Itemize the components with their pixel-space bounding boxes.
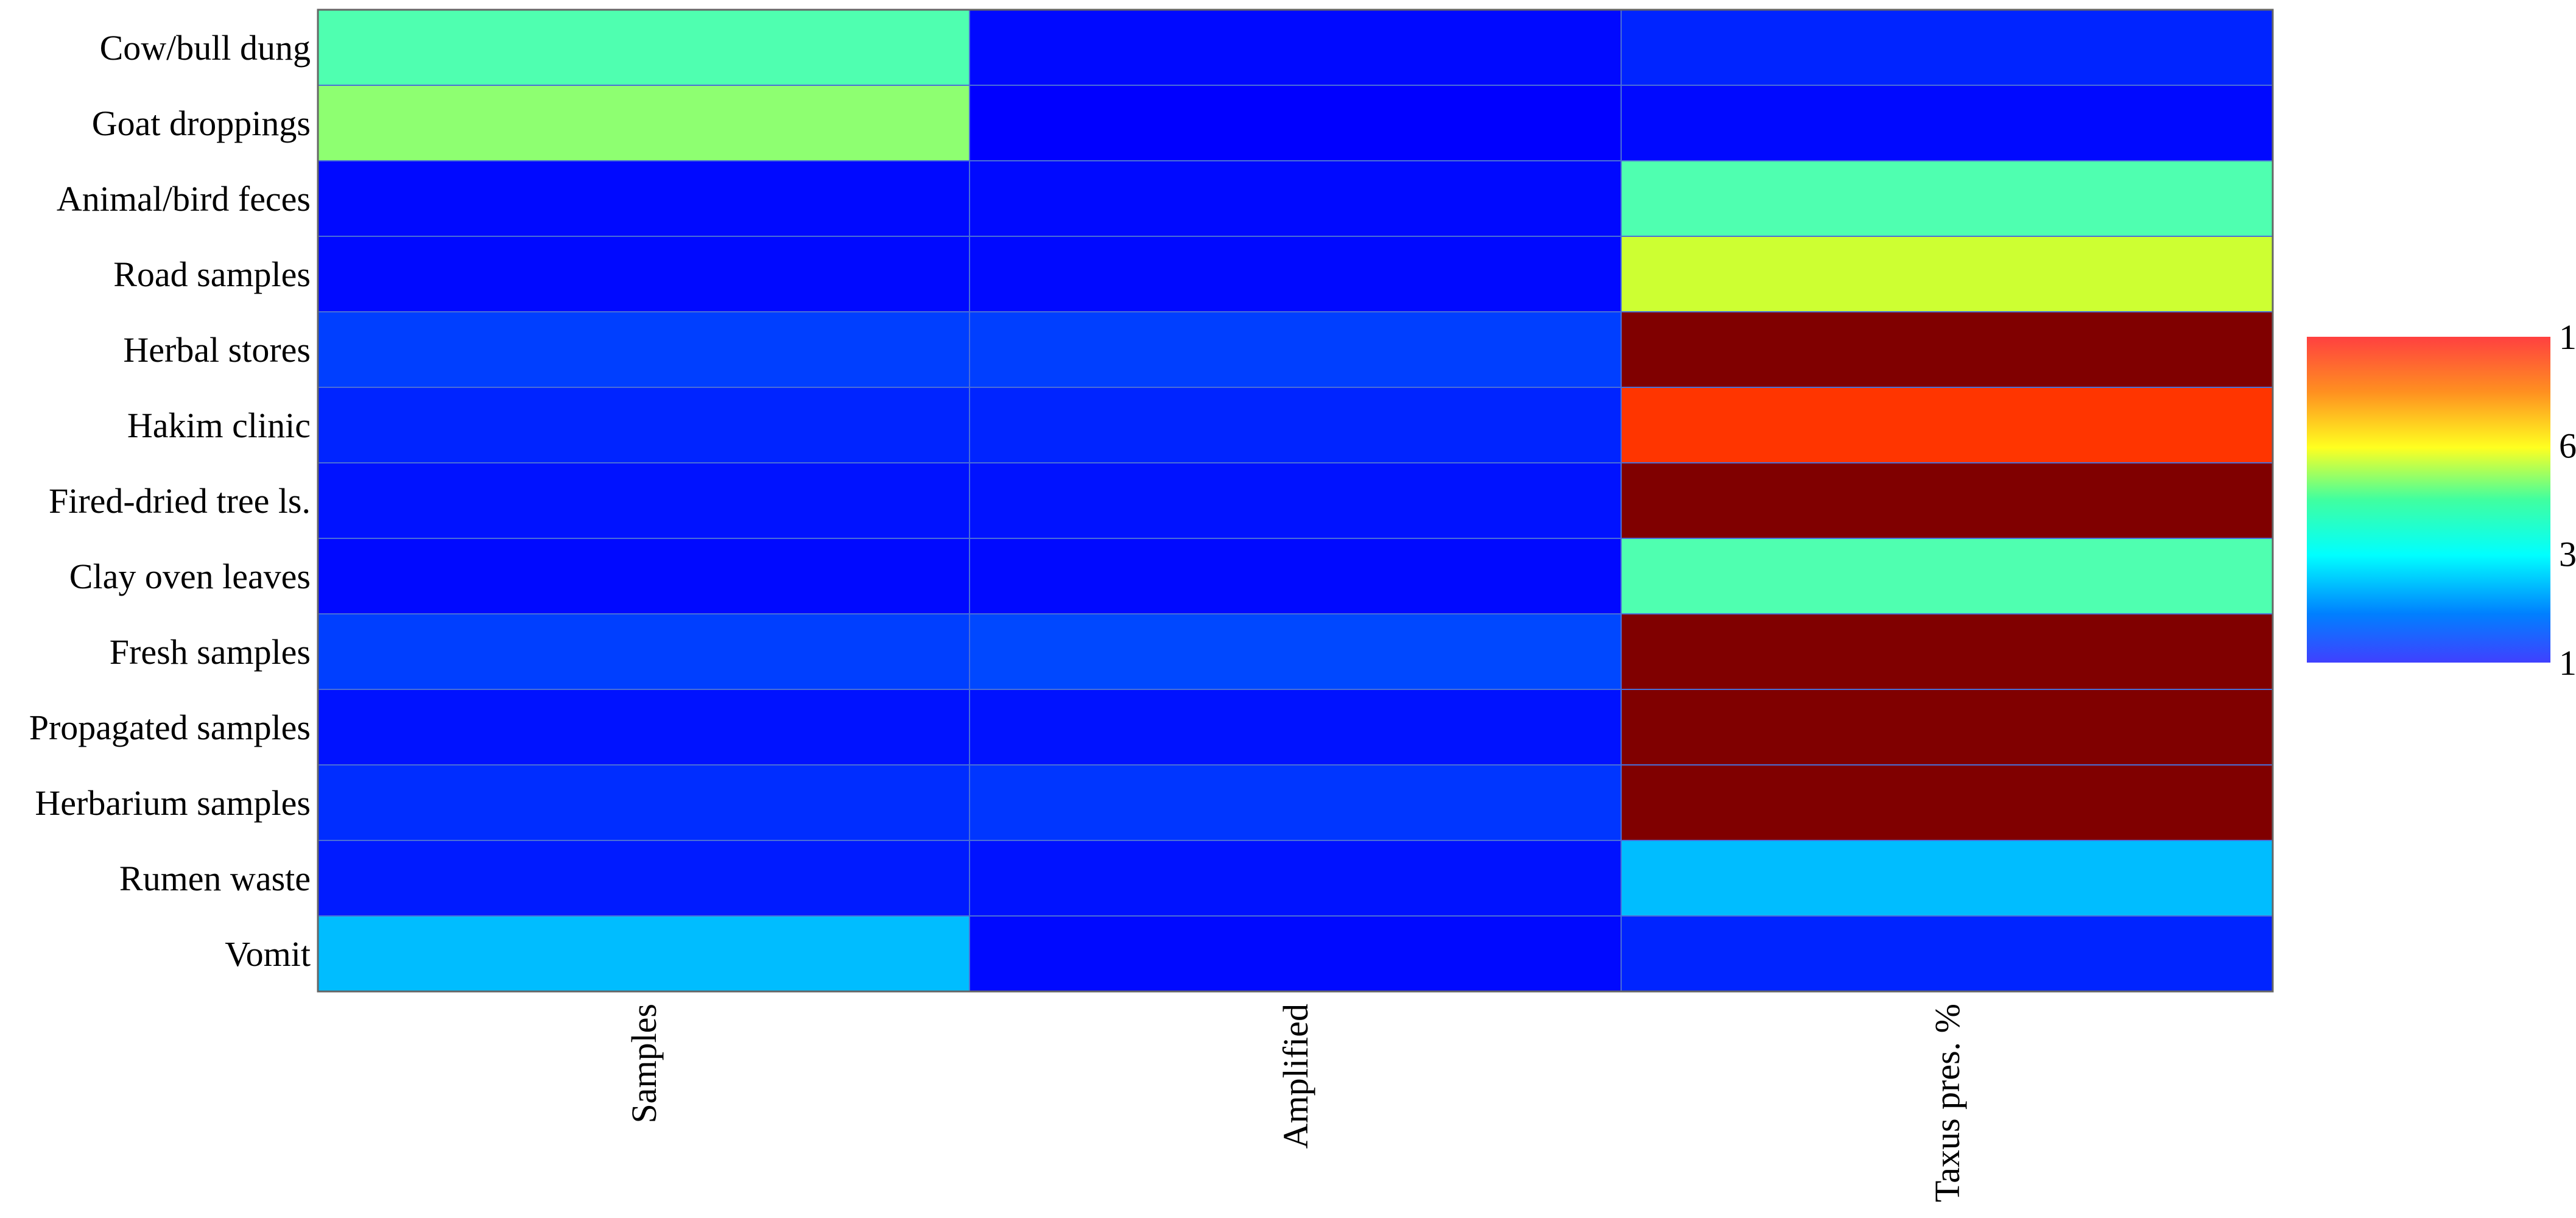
heatmap-cell — [1621, 764, 2273, 841]
heatmap-cell — [317, 462, 970, 539]
heatmap-cell — [969, 764, 1622, 841]
heatmap-cell — [317, 764, 970, 841]
heatmap-cell — [969, 311, 1622, 388]
heatmap-cell — [1621, 9, 2273, 86]
heatmap-cell — [1621, 538, 2273, 614]
heatmap-cell — [1621, 160, 2273, 237]
heatmap-cell — [969, 462, 1622, 539]
column-labels: Samples Amplified Taxus pres. % — [624, 1004, 1967, 1202]
heatmap-cells — [317, 9, 2273, 992]
heatmap-cell — [1621, 85, 2273, 161]
heatmap-cell — [1621, 387, 2273, 463]
heatmap-cell — [317, 85, 970, 161]
heatmap-cell — [317, 613, 970, 690]
column-label: Taxus pres. % — [1927, 1004, 1967, 1202]
colorbar: 1 34 67 100 — [2307, 317, 2576, 683]
heatmap-cell — [317, 387, 970, 463]
colorbar-gradient — [2307, 337, 2550, 663]
row-labels: Cow/bull dung Goat droppings Animal/bird f… — [29, 28, 311, 974]
heatmap-cell — [969, 915, 1622, 992]
heatmap-cell — [317, 538, 970, 614]
row-label: Rumen waste — [119, 859, 311, 898]
row-label: Goat droppings — [92, 104, 311, 143]
heatmap-cell — [1621, 915, 2273, 992]
colorbar-tick-label: 100 — [2559, 317, 2576, 357]
heatmap-cell — [969, 538, 1622, 614]
colorbar-ticks: 1 34 67 100 — [2559, 317, 2576, 683]
plot-frame — [317, 9, 2274, 993]
heatmap-cell — [317, 311, 970, 388]
row-label: Cow/bull dung — [100, 28, 311, 68]
heatmap-cell — [969, 689, 1622, 766]
heatmap-cell — [1621, 462, 2273, 539]
row-label: Clay oven leaves — [69, 557, 311, 596]
heatmap-cell — [969, 9, 1622, 86]
row-label: Hakim clinic — [127, 406, 311, 445]
row-label: Vomit — [225, 934, 311, 974]
row-label: Fired-dried tree ls. — [49, 481, 311, 521]
row-label: Propagated samples — [29, 708, 311, 747]
row-label: Road samples — [113, 255, 311, 294]
heatmap-cell — [317, 915, 970, 992]
column-label: Amplified — [1276, 1004, 1315, 1149]
heatmap-cell — [969, 613, 1622, 690]
heatmap-cell — [1621, 311, 2273, 388]
colorbar-tick-label: 1 — [2559, 643, 2576, 683]
heatmap-cell — [317, 236, 970, 312]
colorbar-tick-label: 34 — [2559, 535, 2576, 574]
heatmap-cell — [1621, 840, 2273, 917]
heatmap-cell — [969, 236, 1622, 312]
colorbar-tick-label: 67 — [2559, 426, 2576, 465]
row-label: Animal/bird feces — [57, 179, 311, 219]
heatmap-cell — [1621, 689, 2273, 766]
heatmap-cell — [969, 85, 1622, 161]
heatmap-cell — [969, 840, 1622, 917]
row-label: Fresh samples — [110, 632, 311, 672]
heatmap-cell — [1621, 236, 2273, 312]
row-label: Herbarium samples — [35, 783, 311, 823]
heatmap-cell — [317, 160, 970, 237]
row-label: Herbal stores — [123, 330, 311, 370]
heatmap-cell — [317, 9, 970, 86]
heatmap-cell — [317, 840, 970, 917]
heatmap-cell — [1621, 613, 2273, 690]
heatmap-cell — [969, 160, 1622, 237]
column-label: Samples — [624, 1004, 664, 1124]
heatmap-cell — [969, 387, 1622, 463]
heatmap-cell — [317, 689, 970, 766]
